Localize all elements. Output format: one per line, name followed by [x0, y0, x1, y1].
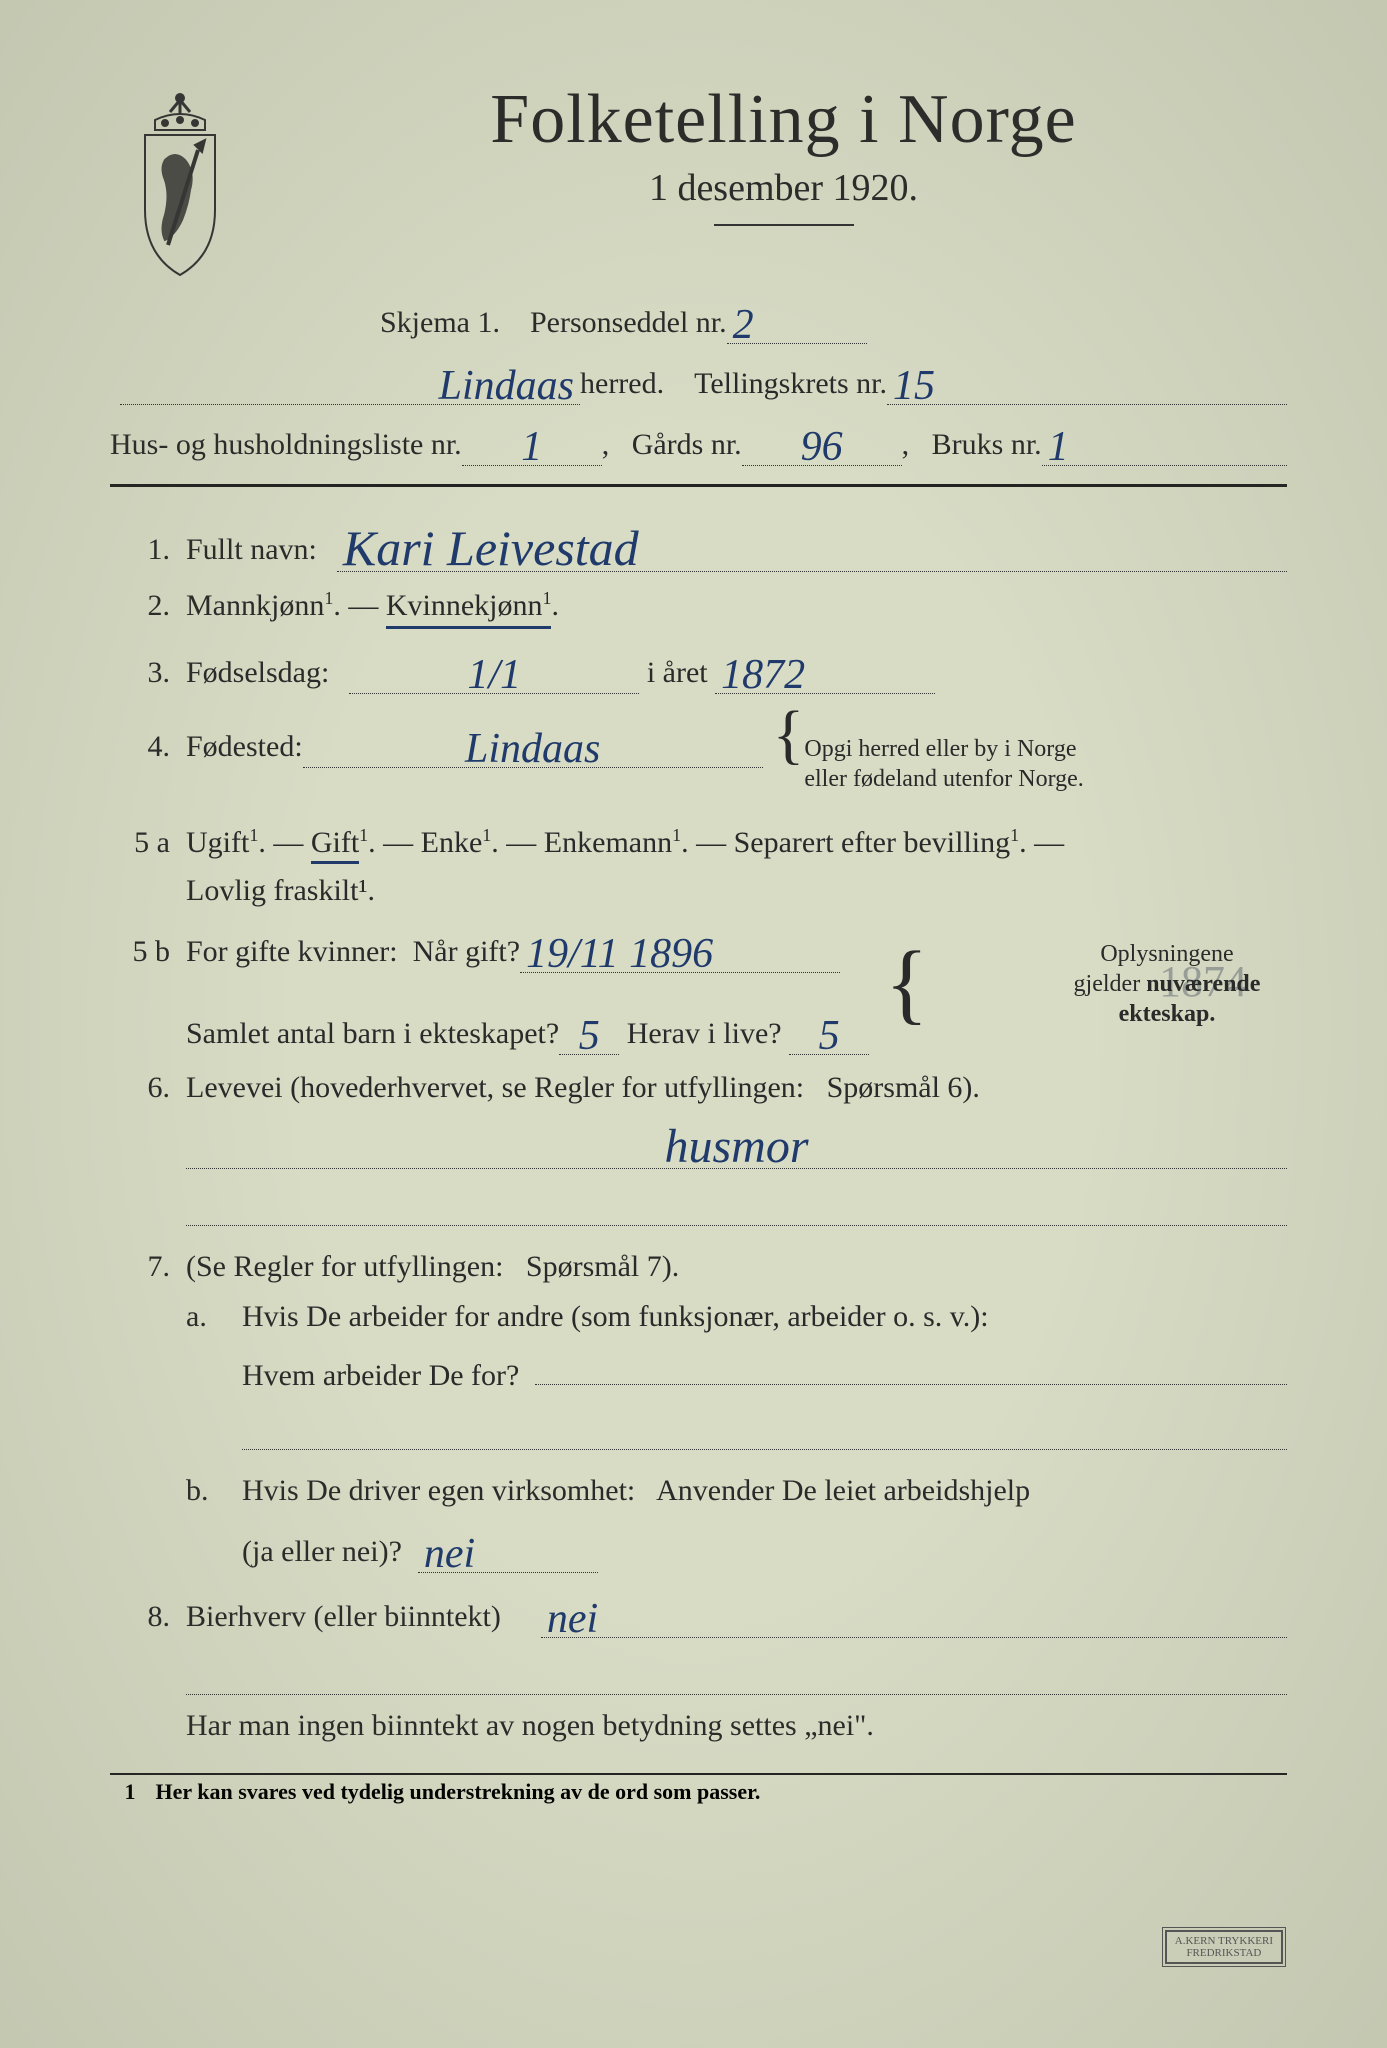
- title-divider: [714, 224, 854, 226]
- q7-num: 7.: [110, 1250, 170, 1284]
- q5a-row-2: Lovlig fraskilt¹.: [110, 874, 1287, 908]
- q5b-l1-label: For gifte kvinner: Når gift?: [186, 935, 520, 969]
- skjema-label: Skjema 1. Personseddel nr.: [380, 306, 727, 340]
- q5a-options: Ugift1. — Gift1. — Enke1. — Enkemann1. —…: [186, 810, 1064, 868]
- meta-divider: [110, 484, 1287, 487]
- title-block: Folketelling i Norge 1 desember 1920.: [280, 80, 1287, 256]
- q1-label: Fullt navn:: [186, 533, 317, 567]
- form-title: Folketelling i Norge: [280, 80, 1287, 160]
- q5b-l2b-label: Herav i live?: [619, 1017, 789, 1051]
- bruks-label: , Bruks nr.: [902, 428, 1042, 462]
- q7b-value: nei: [418, 1531, 481, 1577]
- q2-dash: —: [341, 589, 386, 623]
- herred-label: herred.: [580, 367, 664, 401]
- q5b-l2-label: Samlet antal barn i ekteskapet?: [186, 1017, 559, 1051]
- q3-year-label: i året: [639, 656, 715, 690]
- q4-num: 4.: [110, 730, 170, 764]
- q1-row: 1. Fullt navn: Kari Leivestad: [110, 513, 1287, 572]
- q6-value-row: husmor: [110, 1113, 1287, 1169]
- q8-num: 8.: [110, 1600, 170, 1634]
- q6-row: 6. Levevei (hovederhvervet, se Regler fo…: [110, 1071, 1287, 1105]
- q7-row: 7. (Se Regler for utfyllingen: Spørsmål …: [110, 1250, 1287, 1284]
- meta-row-2: Lindaas herred. Tellingskrets nr. 15: [110, 356, 1287, 405]
- personseddel-nr: 2: [727, 302, 760, 348]
- q8-value: nei: [541, 1596, 604, 1642]
- q4-label: Fødested:: [186, 730, 303, 764]
- q5a-row: 5 a Ugift1. — Gift1. — Enke1. — Enkemann…: [110, 810, 1287, 868]
- q2-num: 2.: [110, 589, 170, 623]
- q6-num: 6.: [110, 1071, 170, 1105]
- husliste-nr: 1: [515, 424, 548, 470]
- q7a-l2: Hvem arbeider De for?: [242, 1359, 519, 1393]
- q2-female: Kvinnekjønn: [386, 589, 543, 622]
- q3-num: 3.: [110, 656, 170, 690]
- q1-value: Kari Leivestad: [337, 520, 645, 576]
- q4-row: 4. Fødested: Lindaas { Opgi herred eller…: [110, 710, 1287, 794]
- q3-label: Fødselsdag:: [186, 656, 329, 690]
- q4-value: Lindaas: [459, 726, 606, 772]
- q7a-row-1: a. Hvis De arbeider for andre (som funks…: [110, 1300, 1287, 1334]
- q5b-children-alive: 5: [813, 1013, 846, 1059]
- printer-stamp: A.KERN TRYKKERI FREDRIKSTAD: [1165, 1930, 1283, 1964]
- footer-divider: [110, 1773, 1287, 1775]
- q5b-num: 5 b: [110, 935, 170, 969]
- q5b-side-note: Oplysningene gjelder nuværende ekteskap.: [1057, 939, 1277, 1029]
- form-subtitle: 1 desember 1920.: [280, 166, 1287, 210]
- husliste-label: Hus- og husholdningsliste nr.: [110, 428, 462, 462]
- q5a-num: 5 a: [110, 826, 170, 860]
- q1-num: 1.: [110, 533, 170, 567]
- q3-day: 1/1: [462, 652, 528, 698]
- q4-note: Opgi herred eller by i Norge eller fødel…: [804, 734, 1083, 794]
- q6-label: Levevei (hovederhvervet, se Regler for u…: [186, 1071, 980, 1105]
- q5b-row-2: Samlet antal barn i ekteskapet? 5 Herav …: [110, 989, 1287, 1055]
- q7a-l1: Hvis De arbeider for andre (som funksjon…: [242, 1300, 989, 1334]
- q6-value: husmor: [658, 1120, 814, 1173]
- q7-label: (Se Regler for utfyllingen: Spørsmål 7).: [186, 1250, 679, 1284]
- q7b-row-1: b. Hvis De driver egen virksomhet: Anven…: [110, 1474, 1287, 1508]
- meta-row-3: Hus- og husholdningsliste nr. 1 , Gårds …: [110, 417, 1287, 466]
- q7b-row-2: (ja eller nei)? nei: [110, 1524, 1287, 1573]
- bruks-nr: 1: [1042, 424, 1075, 470]
- brace-icon-2: {: [885, 959, 928, 1009]
- census-form-page: Folketelling i Norge 1 desember 1920. Sk…: [0, 0, 1387, 2048]
- q6-blank-line: [186, 1185, 1287, 1226]
- q5a-options-2: Lovlig fraskilt¹.: [186, 874, 375, 908]
- q2-male: Mannkjønn: [186, 589, 324, 622]
- q7a-letter: a.: [186, 1300, 226, 1334]
- q5b-children-total: 5: [573, 1013, 606, 1059]
- gards-label: , Gårds nr.: [602, 428, 742, 462]
- q7b-l1: Hvis De driver egen virksomhet: Anvender…: [242, 1474, 1030, 1508]
- meta-row-1: Skjema 1. Personseddel nr. 2: [110, 295, 1287, 344]
- q3-year: 1872: [715, 652, 811, 698]
- q7a-row-2: Hvem arbeider De for?: [110, 1350, 1287, 1393]
- q7b-l2: (ja eller nei)?: [242, 1535, 402, 1569]
- q3-row: 3. Fødselsdag: 1/1 i året 1872: [110, 645, 1287, 694]
- q8-label: Bierhverv (eller biinntekt): [186, 1600, 501, 1634]
- footnote: 1 Her kan svares ved tydelig understrekn…: [110, 1779, 1287, 1805]
- header: Folketelling i Norge 1 desember 1920.: [110, 80, 1287, 285]
- gards-nr: 96: [795, 424, 849, 470]
- q8-row: 8. Bierhverv (eller biinntekt) nei: [110, 1589, 1287, 1638]
- closing-note: Har man ingen biinntekt av nogen betydni…: [110, 1709, 1287, 1743]
- q5b-marriage-date: 19/11 1896: [520, 931, 719, 977]
- coat-of-arms-icon: [110, 90, 250, 285]
- q7b-letter: b.: [186, 1474, 226, 1508]
- tellingskrets-label: Tellingskrets nr.: [694, 367, 887, 401]
- q8-blank-line: [186, 1654, 1287, 1695]
- brace-icon: {: [773, 710, 805, 760]
- q2-row: 2. Mannkjønn1. — Kvinnekjønn1.: [110, 588, 1287, 629]
- q7a-blank-line: [242, 1409, 1287, 1450]
- herred-value: Lindaas: [433, 363, 580, 409]
- tellingskrets-nr: 15: [887, 363, 941, 409]
